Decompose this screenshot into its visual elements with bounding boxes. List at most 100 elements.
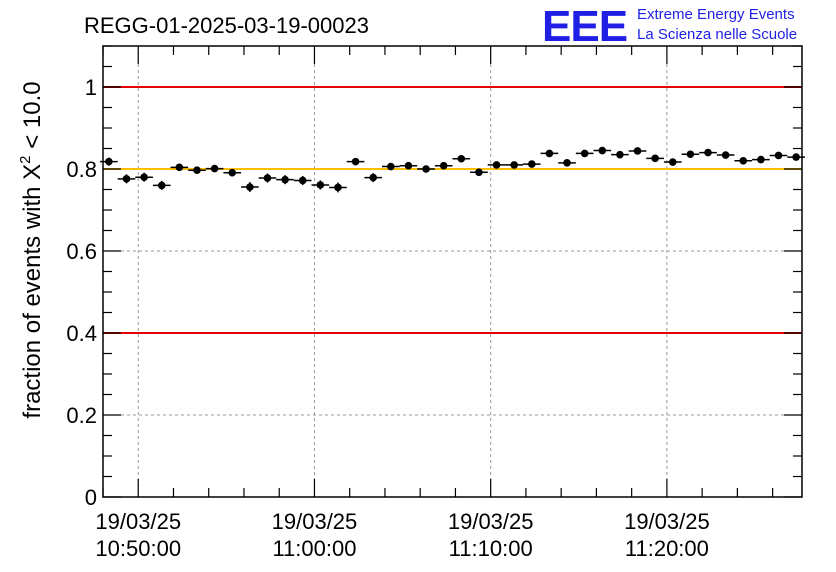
marker — [739, 157, 748, 165]
data-point — [329, 182, 347, 193]
data-point — [205, 164, 224, 173]
grid — [103, 46, 802, 497]
marker — [140, 173, 148, 181]
marker — [527, 160, 536, 168]
data-point — [522, 160, 541, 168]
data-point — [575, 149, 594, 158]
x-tick-label-time: 11:00:00 — [272, 536, 356, 561]
marker — [228, 168, 237, 177]
data-point — [681, 150, 700, 159]
data-point — [558, 159, 576, 167]
data-point — [663, 158, 682, 166]
data-point — [487, 161, 506, 169]
x-tick-label-date: 19/03/25 — [448, 509, 534, 534]
marker — [298, 176, 307, 185]
marker — [351, 157, 360, 166]
marker — [246, 183, 254, 191]
x-tick-label-time: 11:20:00 — [625, 536, 709, 561]
marker — [510, 161, 518, 169]
plot-frame — [102, 45, 803, 498]
marker — [616, 150, 624, 159]
data-point — [769, 151, 788, 160]
marker — [704, 148, 712, 157]
marker — [563, 159, 571, 167]
marker — [457, 154, 466, 163]
data-point — [734, 157, 753, 165]
data-point — [152, 180, 171, 190]
marker — [792, 153, 800, 161]
data-point — [452, 154, 471, 163]
data-points — [100, 146, 805, 193]
data-point — [364, 173, 383, 183]
data-point — [258, 173, 277, 183]
x-tick-label-date: 19/03/25 — [272, 509, 358, 534]
y-tick-label: 0.4 — [66, 321, 97, 346]
data-point — [611, 150, 629, 159]
y-axis-title-sup: 2 — [17, 155, 34, 163]
marker — [334, 183, 342, 192]
marker — [157, 181, 166, 190]
data-point — [716, 151, 735, 159]
y-tick-label: 0 — [85, 485, 97, 510]
data-point — [241, 182, 259, 192]
y-tick-label: 0.8 — [66, 157, 97, 182]
y-axis-title: fraction of events with X2 < 10.0 — [17, 81, 46, 418]
y-axis-title-tail: < 10.0 — [19, 81, 46, 155]
marker — [404, 161, 413, 170]
logo-line-1: Extreme Energy Events — [637, 6, 795, 23]
chart-title: REGG-01-2025-03-19-00023 — [84, 13, 369, 38]
marker — [369, 173, 378, 182]
data-point — [540, 149, 559, 158]
data-point — [188, 166, 206, 175]
data-point — [699, 148, 717, 157]
data-point — [100, 157, 118, 166]
marker — [686, 150, 695, 159]
logo-mark: EEE — [542, 2, 627, 51]
data-point — [593, 146, 612, 155]
data-point — [276, 175, 294, 185]
marker — [598, 146, 607, 155]
y-tick-label: 0.6 — [66, 239, 97, 264]
marker — [492, 161, 501, 169]
data-point — [787, 153, 805, 161]
marker — [774, 151, 783, 160]
marker — [193, 166, 201, 175]
marker — [263, 174, 272, 182]
data-point — [135, 172, 153, 182]
marker — [545, 149, 554, 158]
marker — [105, 157, 113, 166]
reference-lines — [103, 86, 802, 334]
data-point — [223, 168, 242, 177]
marker — [475, 168, 483, 177]
marker — [668, 158, 677, 166]
data-point — [170, 163, 189, 172]
data-point — [505, 161, 523, 169]
data-point — [346, 157, 365, 166]
data-point — [646, 154, 664, 163]
marker — [422, 165, 430, 173]
x-tick-label-date: 19/03/25 — [624, 509, 710, 534]
marker — [175, 163, 184, 172]
marker — [633, 147, 642, 155]
marker — [387, 162, 395, 171]
marker — [439, 161, 448, 170]
x-tick-label-time: 10:50:00 — [95, 536, 181, 561]
marker — [210, 164, 219, 173]
y-axis-title-base: fraction of events with — [19, 180, 46, 419]
data-point — [434, 161, 453, 170]
data-point — [752, 155, 770, 164]
data-point — [628, 147, 647, 155]
marker — [721, 151, 730, 159]
data-point — [311, 180, 330, 190]
marker — [651, 154, 659, 163]
marker — [316, 181, 325, 189]
marker — [757, 155, 765, 164]
marker — [122, 175, 131, 183]
logo-line-2: La Scienza nelle Scuole — [637, 26, 797, 43]
axes: 00.20.40.60.8119/03/2510:50:0019/03/2511… — [66, 45, 803, 561]
data-point — [399, 161, 418, 170]
eee-logo: EEE Extreme Energy Events La Scienza nel… — [542, 2, 797, 51]
y-axis-title-symbol: X — [19, 164, 46, 180]
y-tick-label: 1 — [85, 75, 97, 100]
